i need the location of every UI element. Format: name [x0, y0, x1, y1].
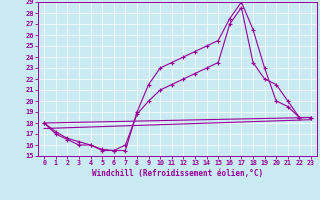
- X-axis label: Windchill (Refroidissement éolien,°C): Windchill (Refroidissement éolien,°C): [92, 169, 263, 178]
